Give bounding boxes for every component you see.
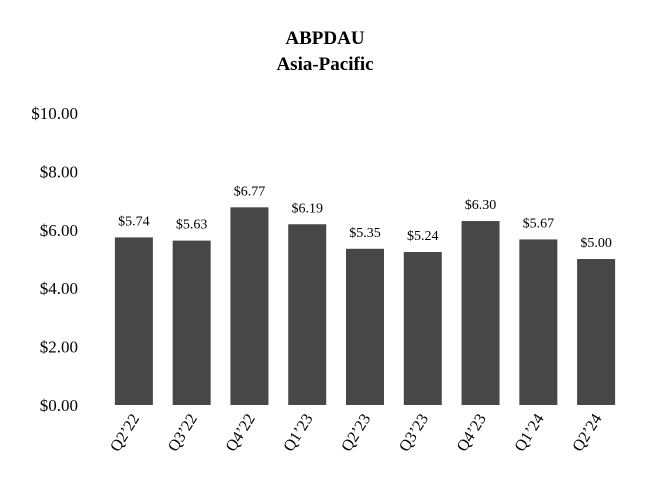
bar-value-label: $5.63 [176, 218, 208, 233]
y-tick-label: $0.00 [40, 396, 78, 415]
bar-value-label: $6.77 [234, 184, 266, 199]
x-tick-label: Q1’24 [512, 411, 548, 455]
bar-value-label: $6.19 [291, 201, 323, 216]
x-axis: Q2’22 Q3’22 Q4’22 Q1’23 Q2’23 Q3’23 Q4’23 Q1’24… [107, 411, 605, 455]
bar-value-label: $6.30 [465, 198, 497, 213]
y-tick-label: $10.00 [31, 104, 78, 123]
bar [288, 224, 327, 405]
x-tick-label: Q4’22 [223, 411, 259, 455]
x-tick-label: Q3’23 [396, 411, 432, 455]
bar-value-label: $5.00 [580, 236, 612, 251]
bar-value-label: $5.24 [407, 229, 439, 244]
bar-value-label: $5.67 [523, 216, 555, 231]
bar [346, 248, 384, 405]
x-tick-label: Q3’22 [165, 411, 201, 455]
bar [519, 239, 558, 405]
chart-subtitle: Asia-Pacific [276, 54, 373, 75]
x-tick-label: Q2’23 [338, 411, 374, 455]
x-tick-label: Q2’24 [569, 411, 605, 455]
y-axis: $0.00 $2.00 $4.00 $6.00 $8.00 $10.00 [31, 104, 78, 415]
x-tick-label: Q1’23 [281, 411, 317, 455]
bar-value-label: $5.35 [349, 226, 381, 241]
bar [230, 207, 269, 405]
y-tick-label: $4.00 [40, 279, 78, 298]
bar-value-label: $5.74 [118, 214, 150, 229]
y-tick-label: $6.00 [40, 221, 78, 240]
bars-group [114, 207, 616, 405]
x-tick-label: Q4’23 [454, 411, 490, 455]
data-labels-group: $5.74 $5.63 $6.77 $6.19 $5.35 $5.24 $6.30 $5.67… [118, 184, 612, 251]
chart-title: ABPDAU [285, 28, 364, 49]
bar [114, 237, 153, 405]
y-tick-label: $8.00 [40, 162, 78, 181]
bar [577, 259, 616, 405]
bar [403, 251, 442, 405]
bar [172, 240, 211, 405]
x-tick-label: Q2’22 [107, 411, 143, 455]
y-tick-label: $2.00 [40, 338, 78, 357]
bar [461, 221, 500, 405]
